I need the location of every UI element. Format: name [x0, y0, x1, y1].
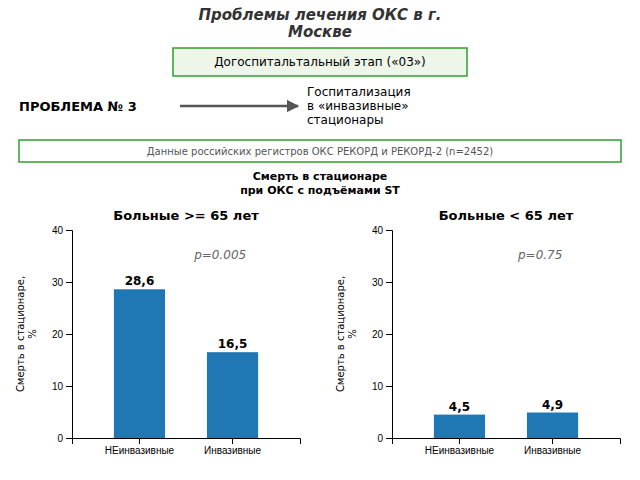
axis-line: [393, 439, 621, 445]
tick-mark: [66, 282, 72, 283]
axis-title-line: %: [27, 329, 38, 339]
y-tick: 10: [372, 381, 392, 392]
annotation-line: Данные российских регистров ОКС РЕКОРД и…: [147, 146, 493, 157]
tick-label: 20: [372, 329, 384, 340]
tick-mark: [386, 282, 392, 283]
tick-mark: [386, 386, 392, 387]
chart: Больные >= 65 лет 0 10 20 30 40 НЕинвазивные Ин…: [15, 208, 301, 456]
tick-label: НЕинвазивные: [105, 445, 175, 456]
axis-line: [73, 439, 301, 445]
annotation-box: [173, 48, 467, 76]
tick-label: 40: [52, 225, 64, 236]
axis-title-line: %: [347, 329, 358, 339]
axis-title-line: Смерть в стационаре,: [335, 276, 346, 392]
subtitle-line: Смерть в стационаре: [253, 170, 387, 183]
tick-mark: [386, 230, 392, 231]
x-tick: Инвазивные: [524, 438, 582, 456]
annotation-line: стационары: [307, 113, 384, 127]
tick-mark: [232, 438, 233, 444]
tick-mark: [66, 334, 72, 335]
annotation: p=0.75: [517, 248, 562, 262]
annotation: Данные российских регистров ОКС РЕКОРД и…: [147, 146, 493, 157]
tick-label: 20: [52, 329, 64, 340]
title: Проблемы лечения ОКС в г.Москве: [198, 6, 441, 41]
bar: [114, 289, 165, 438]
tick-label: Инвазивные: [204, 445, 262, 456]
y-tick: 40: [372, 225, 392, 236]
chart: Больные < 65 лет 0 10 20 30 40 НЕинвазивные Инв…: [335, 208, 621, 456]
annotation-box: [19, 140, 621, 162]
y-tick: 20: [372, 329, 392, 340]
chart-title-line: Больные >= 65 лет: [113, 208, 259, 223]
x-tick: НЕинвазивные: [425, 438, 495, 456]
title-line: Проблемы лечения ОКС в г.: [198, 6, 441, 24]
y-tick: 30: [52, 277, 72, 288]
tick-label: 40: [372, 225, 384, 236]
data-label: 4,5: [449, 400, 470, 414]
annotation-line: Госпитализация: [307, 85, 411, 99]
y-tick: 40: [52, 225, 72, 236]
tick-label: 30: [52, 277, 64, 288]
title-line: Москве: [288, 23, 352, 41]
annotation: Догоспитальтальный этап («03»): [214, 55, 426, 69]
y-axis: 0 10 20 30 40: [372, 225, 393, 444]
subtitle: Смерть в стационарепри ОКС с подъёмами S…: [240, 170, 400, 197]
y-tick: 20: [52, 329, 72, 340]
y-tick: 30: [372, 277, 392, 288]
annotation: Госпитализацияв «инвазивные»стационары: [307, 85, 411, 127]
tick-mark: [66, 230, 72, 231]
annotation: ПРОБЛЕМА № 3: [19, 99, 137, 114]
tick-label: 10: [372, 381, 384, 392]
axis-title: Смерть в стационаре,%: [335, 276, 358, 392]
data-label: 4,9: [542, 398, 563, 412]
tick-mark: [386, 438, 392, 439]
axis-title-line: Смерть в стационаре,: [15, 276, 26, 392]
y-axis: 0 10 20 30 40: [52, 225, 73, 444]
axis-title: Смерть в стационаре,%: [15, 276, 38, 392]
tick-mark: [459, 438, 460, 444]
annotation-line: ПРОБЛЕМА № 3: [19, 99, 137, 114]
x-axis: НЕинвазивные Инвазивные: [393, 438, 621, 456]
annotation: p=0.005: [193, 248, 246, 262]
x-tick: НЕинвазивные: [105, 438, 175, 456]
bar: [207, 352, 258, 438]
axis-line: [386, 231, 393, 439]
bar: [527, 413, 578, 438]
x-axis: НЕинвазивные Инвазивные: [73, 438, 301, 456]
axis-line: [66, 231, 73, 439]
y-tick: 10: [52, 381, 72, 392]
subtitle-line: при ОКС с подъёмами ST: [240, 184, 400, 197]
tick-mark: [66, 386, 72, 387]
bars: [434, 413, 578, 438]
tick-mark: [139, 438, 140, 444]
data-label: 16,5: [218, 337, 248, 351]
y-tick: 0: [377, 433, 392, 444]
tick-label: Инвазивные: [524, 445, 582, 456]
tick-label: 30: [372, 277, 384, 288]
figure: Проблемы лечения ОКС в г.Москве Догоспита…: [0, 0, 640, 480]
annotation-line: Догоспитальтальный этап («03»): [214, 55, 426, 69]
chart-title: Больные >= 65 лет: [113, 208, 259, 223]
tick-label: 10: [52, 381, 64, 392]
data-label: 28,6: [125, 274, 155, 288]
tick-mark: [66, 438, 72, 439]
tick-mark: [386, 334, 392, 335]
arrow: [180, 105, 298, 108]
y-tick: 0: [57, 433, 72, 444]
chart-title-line: Больные < 65 лет: [439, 208, 574, 223]
tick-label: 0: [377, 433, 383, 444]
tick-label: НЕинвазивные: [425, 445, 495, 456]
tick-label: 0: [57, 433, 63, 444]
bar: [434, 415, 485, 438]
annotation-line: в «инвазивные»: [307, 99, 409, 113]
x-tick: Инвазивные: [204, 438, 262, 456]
bars: [114, 289, 258, 438]
chart-title: Больные < 65 лет: [439, 208, 574, 223]
tick-mark: [552, 438, 553, 444]
